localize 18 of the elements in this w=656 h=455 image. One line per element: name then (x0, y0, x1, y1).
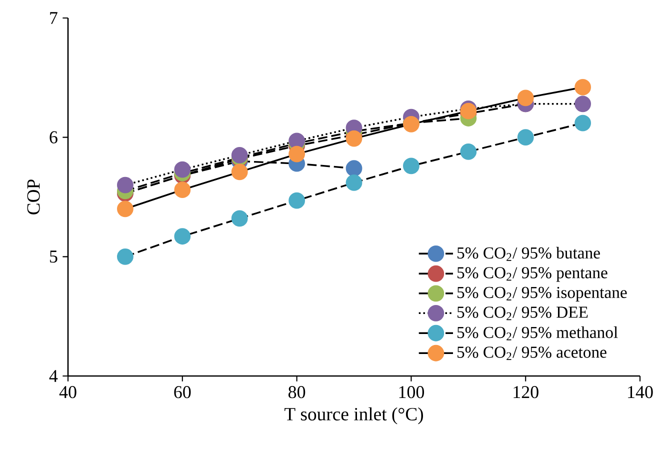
x-tick-label: 100 (399, 386, 424, 398)
y-tick-label: 7 (50, 12, 58, 24)
y-tick-label: 6 (50, 131, 58, 144)
legend-label: 5% CO$_{2}$/ 95% pentane (457, 267, 608, 282)
legend-label: 5% CO$_{2}$/ 95% butane (457, 246, 600, 261)
legend-label: 5% CO$_{2}$/ 95% DEE (457, 306, 588, 320)
x-tick-label: 60 (174, 386, 191, 398)
y-tick-label: 5 (50, 250, 58, 263)
x-axis-title: T source inlet (°C) (284, 407, 424, 424)
legend-label: 5% CO$_{2}$/ 95% isopentane (457, 286, 627, 302)
x-tick-label: 80 (288, 386, 306, 398)
legend-label: 5% CO$_{2}$/ 95% methanol (457, 326, 618, 340)
legend-label: 5% CO$_{2}$/ 95% acetone (457, 346, 606, 360)
x-tick-label: 120 (514, 386, 538, 398)
y-axis-title: COP (27, 180, 40, 214)
x-tick-label: 140 (628, 386, 653, 398)
y-tick-label: 4 (49, 370, 58, 382)
x-tick-label: 40 (59, 386, 76, 398)
